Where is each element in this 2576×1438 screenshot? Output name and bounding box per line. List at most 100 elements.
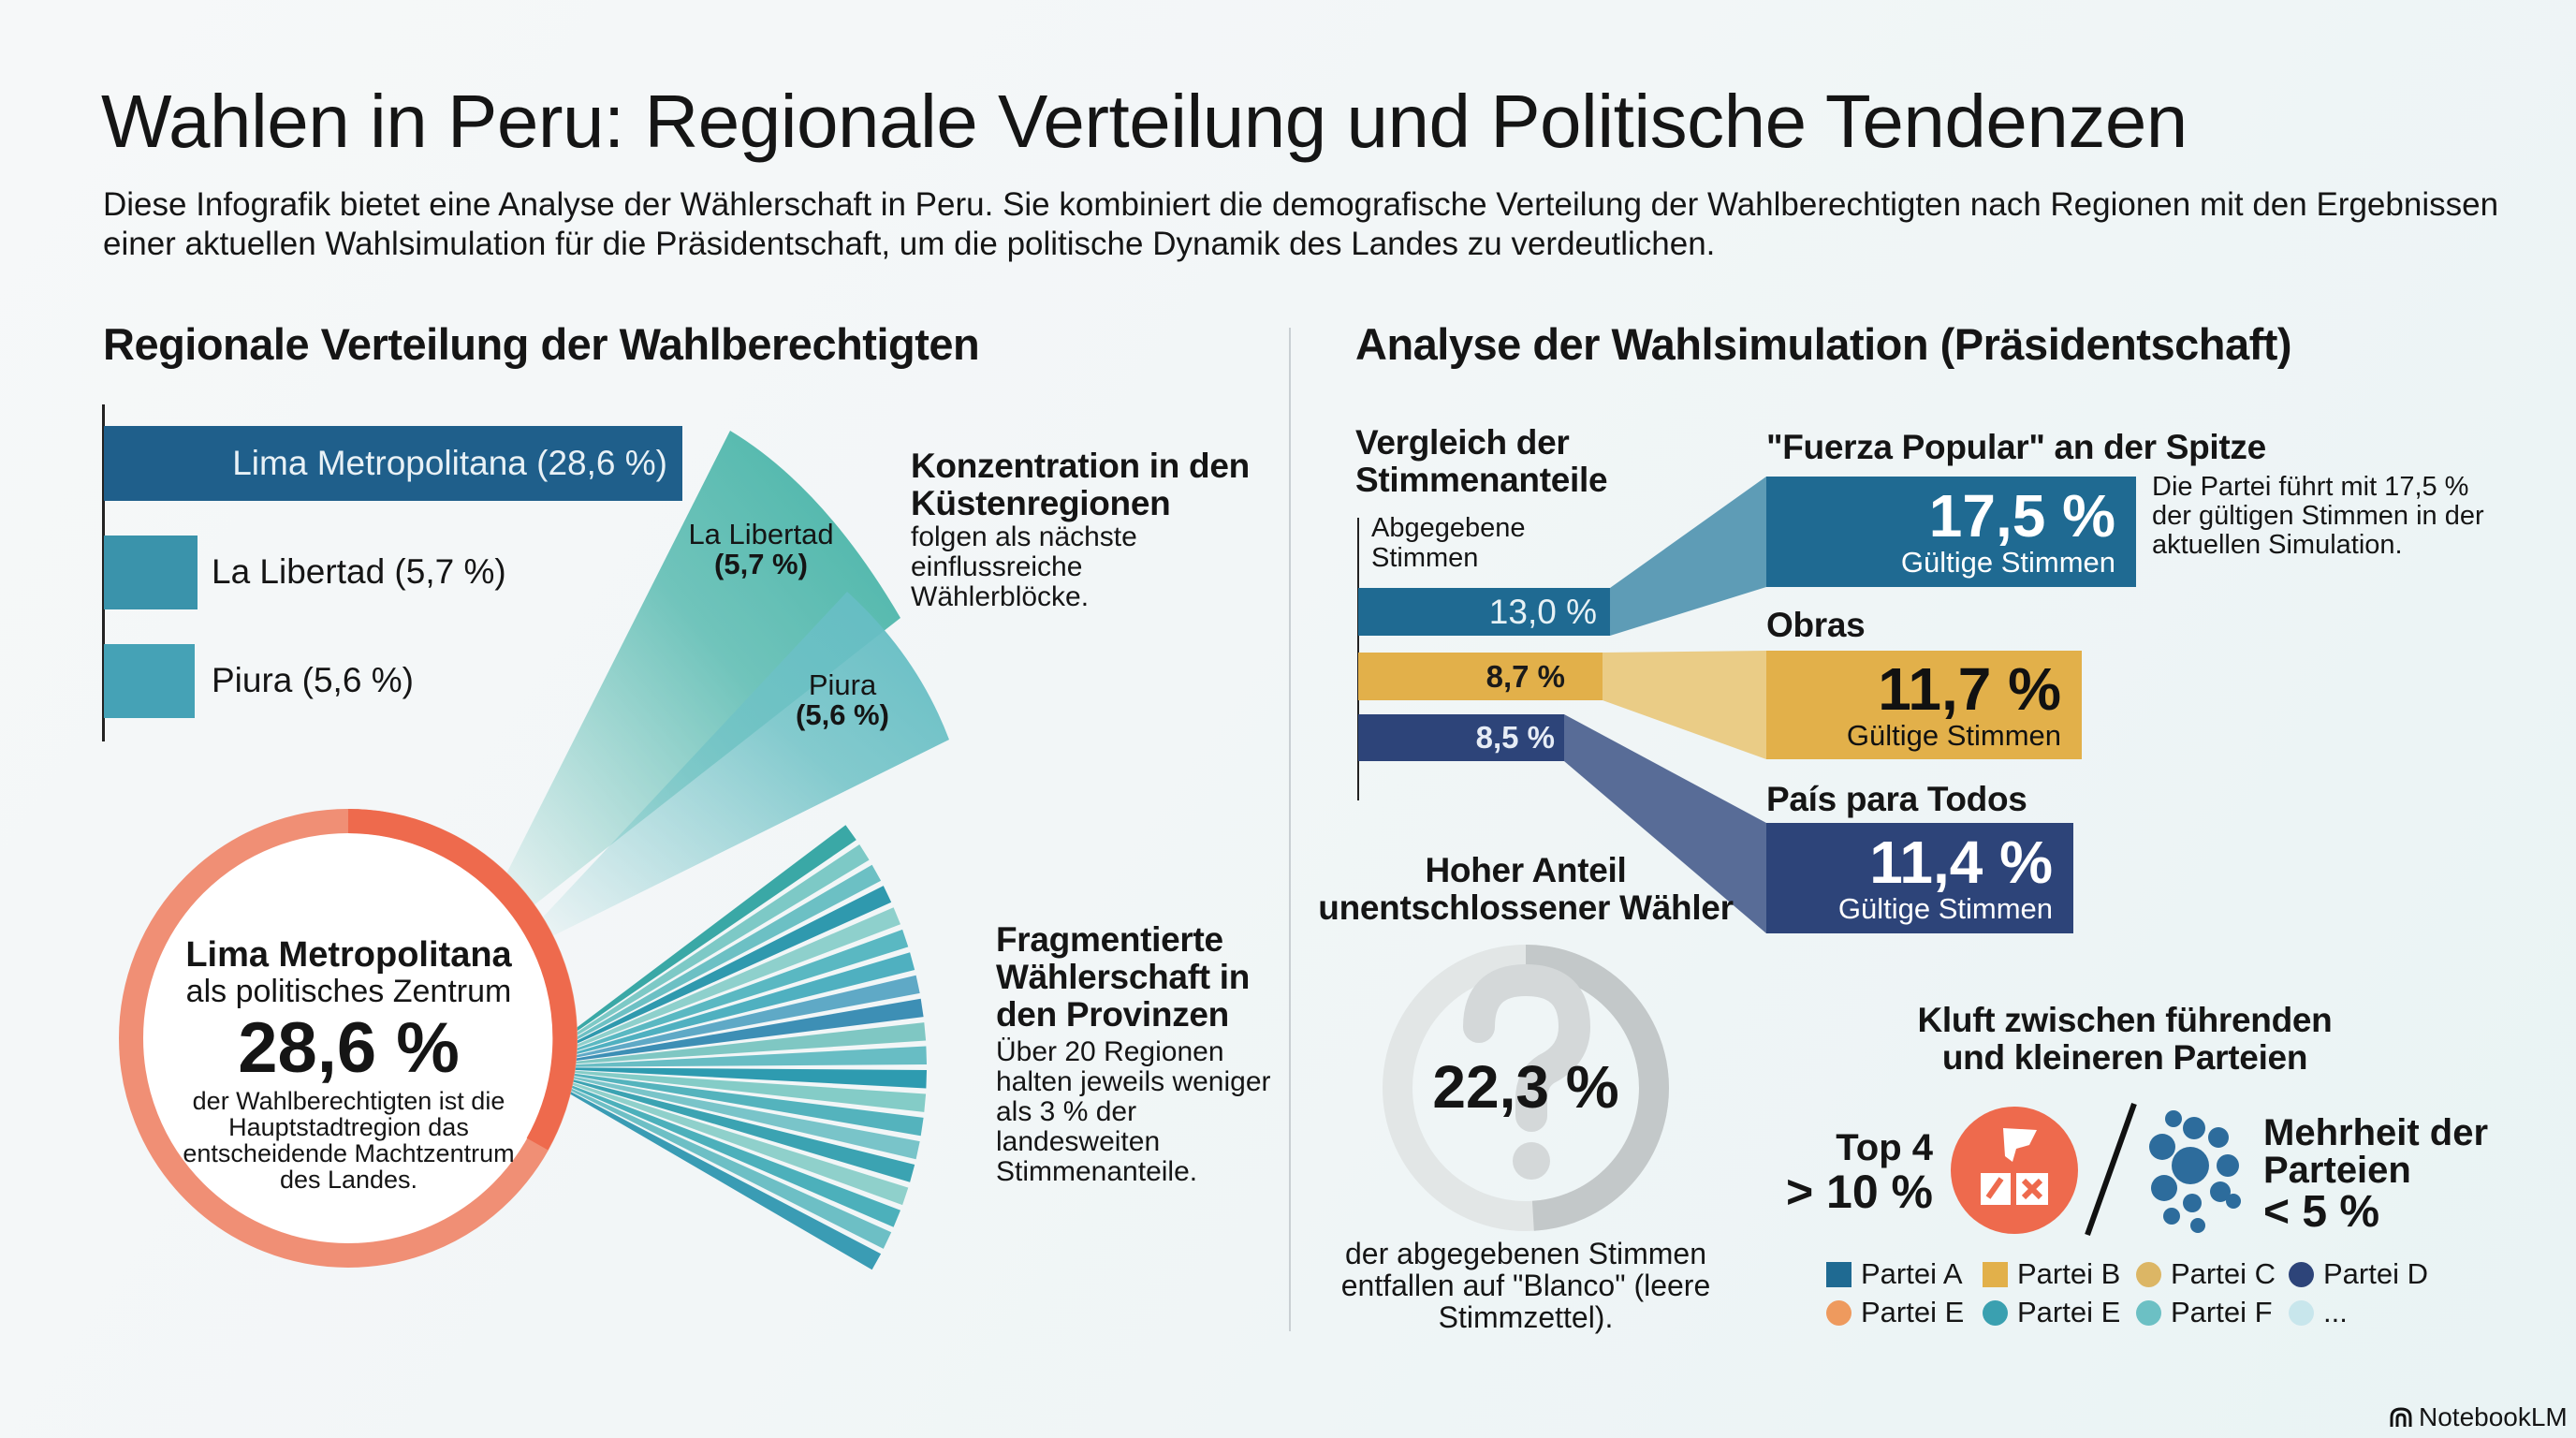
wedge-value: (5,6 %) [796, 698, 889, 731]
wedge-name: Piura [808, 668, 877, 701]
legend-swatch [1826, 1261, 1852, 1287]
wedge-value: (5,7 %) [714, 548, 808, 580]
ballot-icon [1951, 1107, 2078, 1234]
cast-label: Abgegebene Stimmen [1371, 513, 1526, 573]
province-strip [561, 1069, 927, 1112]
cast-bar-fuerza: 13,0 % [1358, 588, 1610, 636]
cast-value: 13,0 % [1488, 592, 1597, 631]
slash-divider [2085, 1102, 2137, 1237]
flow-fuerza [1610, 477, 1766, 636]
legend-item: Partei B [1983, 1257, 2120, 1291]
legend-label: Partei C [2171, 1257, 2276, 1290]
majority-name: Mehrheit der Parteien [2263, 1112, 2489, 1191]
province-strip [560, 952, 915, 1059]
center-title: Lima Metropolitana [185, 935, 512, 975]
legend-label: Partei B [2017, 1257, 2121, 1290]
legend-swatch [2289, 1299, 2314, 1326]
top4-name: Top 4 [1836, 1127, 1933, 1168]
party-title-pais: País para Todos [1766, 780, 2027, 818]
lima-ring-highlight [347, 809, 578, 1151]
legend-swatch [1826, 1299, 1852, 1326]
leader-note: Die Partei führt mit 17,5 % der gültigen… [2152, 472, 2484, 560]
valid-box-obras: 11,7 % Gültige Stimmen [1766, 651, 2082, 759]
party-dots-icon [2149, 1110, 2241, 1233]
provinces-annotation: Fragmentierte Wählerschaft in den Provin… [996, 921, 1286, 1187]
gap-title: Kluft zwischen führenden und kleineren P… [1917, 1001, 2333, 1077]
undecided-text: der abgegebenen Stimmen entfallen auf "B… [1340, 1237, 1711, 1334]
legend-swatch [2289, 1261, 2314, 1287]
wedge-piura [538, 592, 949, 936]
bar-label: Piura (5,6 %) [212, 661, 414, 699]
province-strip [561, 1046, 927, 1067]
valid-label: Gültige Stimmen [1837, 892, 2053, 925]
undecided-title: Hoher Anteil unentschlossener Wähler [1318, 851, 1734, 927]
province-strip [553, 825, 856, 1047]
bar-axis [102, 404, 105, 741]
center-value: 28,6 % [238, 1008, 460, 1088]
brand-watermark: NotebookLM [2389, 1402, 2568, 1432]
flow-obras [1603, 651, 1766, 759]
legend-item: Partei D [2289, 1257, 2428, 1291]
wedge-label-la-libertad: La Libertad (5,7 %) [663, 520, 859, 580]
page-subtitle: Diese Infografik bietet eine Analyse der… [103, 186, 2499, 262]
legend-label: Partei A [1861, 1257, 1963, 1290]
undecided-value: 22,3 % [1432, 1053, 1619, 1121]
valid-box-fuerza: 17,5 % Gültige Stimmen [1766, 477, 2136, 587]
brand-name: NotebookLM [2419, 1402, 2568, 1431]
section-divider [1289, 328, 1291, 1331]
legend-label: ... [2323, 1296, 2348, 1328]
cast-value: 8,7 % [1486, 658, 1565, 694]
compare-title: Vergleich der Stimmenanteile [1355, 423, 1608, 499]
center-subtitle: als politisches Zentrum [185, 974, 512, 1009]
top4-label: Top 4 > 10 % [1760, 1128, 1933, 1216]
bar-label: La Libertad (5,7 %) [212, 552, 506, 591]
provinces-title: Fragmentierte Wählerschaft in den Provin… [996, 920, 1250, 1034]
cast-value: 8,5 % [1475, 720, 1555, 755]
flow-pais [1564, 714, 1766, 933]
right-section-heading: Analyse der Wahlsimulation (Präsidentsch… [1355, 319, 2292, 369]
legend-label: Partei D [2323, 1257, 2428, 1290]
valid-box-pais: 11,4 % Gültige Stimmen [1766, 823, 2073, 933]
legend-swatch [1983, 1261, 2008, 1287]
bar-la-libertad [104, 536, 198, 609]
province-strip [558, 1080, 900, 1227]
coast-text: folgen als nächste einflussreiche Wähler… [911, 521, 1137, 612]
provinces-text: Über 20 Regionen halten jeweils weniger … [996, 1036, 1271, 1187]
legend-item: Partei A [1826, 1257, 1963, 1291]
undecided-donut [1383, 945, 1669, 1231]
bar-lima: Lima Metropolitana (28,6 %) [104, 426, 682, 501]
wedge-name: La Libertad [688, 518, 834, 550]
legend-label: Partei E [1861, 1296, 1965, 1328]
cast-bar-pais: 8,5 % [1358, 714, 1564, 761]
legend-item: Partei C [2136, 1257, 2276, 1291]
province-strip [557, 1082, 892, 1249]
wedge-label-piura: Piura (5,6 %) [749, 670, 936, 730]
valid-value: 11,7 % [1878, 655, 2061, 723]
question-mark-icon [1463, 963, 1591, 1180]
lima-center-text: Lima Metropolitana als politisches Zentr… [140, 936, 557, 1193]
wedge-la-libertad [496, 431, 900, 913]
majority-label: Mehrheit der Parteien < 5 % [2263, 1114, 2507, 1236]
province-strip [561, 1022, 927, 1065]
legend-item: Partei E [1826, 1296, 1964, 1329]
province-strip [560, 1074, 920, 1160]
province-strip [559, 1078, 909, 1206]
coast-title: Konzentration in den Küstenregionen [911, 447, 1250, 522]
province-strip [561, 1067, 927, 1089]
province-strip [556, 864, 882, 1050]
notebooklm-logo-icon [2390, 1407, 2412, 1427]
legend-swatch [2136, 1261, 2161, 1287]
gap-graphic [1951, 1102, 2241, 1237]
bar-piura [104, 644, 195, 718]
legend-swatch [2136, 1299, 2161, 1326]
province-strip [556, 1084, 882, 1270]
valid-label: Gültige Stimmen [1900, 546, 2115, 579]
valid-value: 17,5 % [1928, 482, 2115, 550]
party-title-fuerza: "Fuerza Popular" an der Spitze [1766, 428, 2266, 466]
legend-swatch [1983, 1299, 2008, 1326]
legend-item: ... [2289, 1296, 2348, 1329]
bar-label: Lima Metropolitana (28,6 %) [232, 444, 667, 482]
valid-label: Gültige Stimmen [1846, 719, 2061, 752]
